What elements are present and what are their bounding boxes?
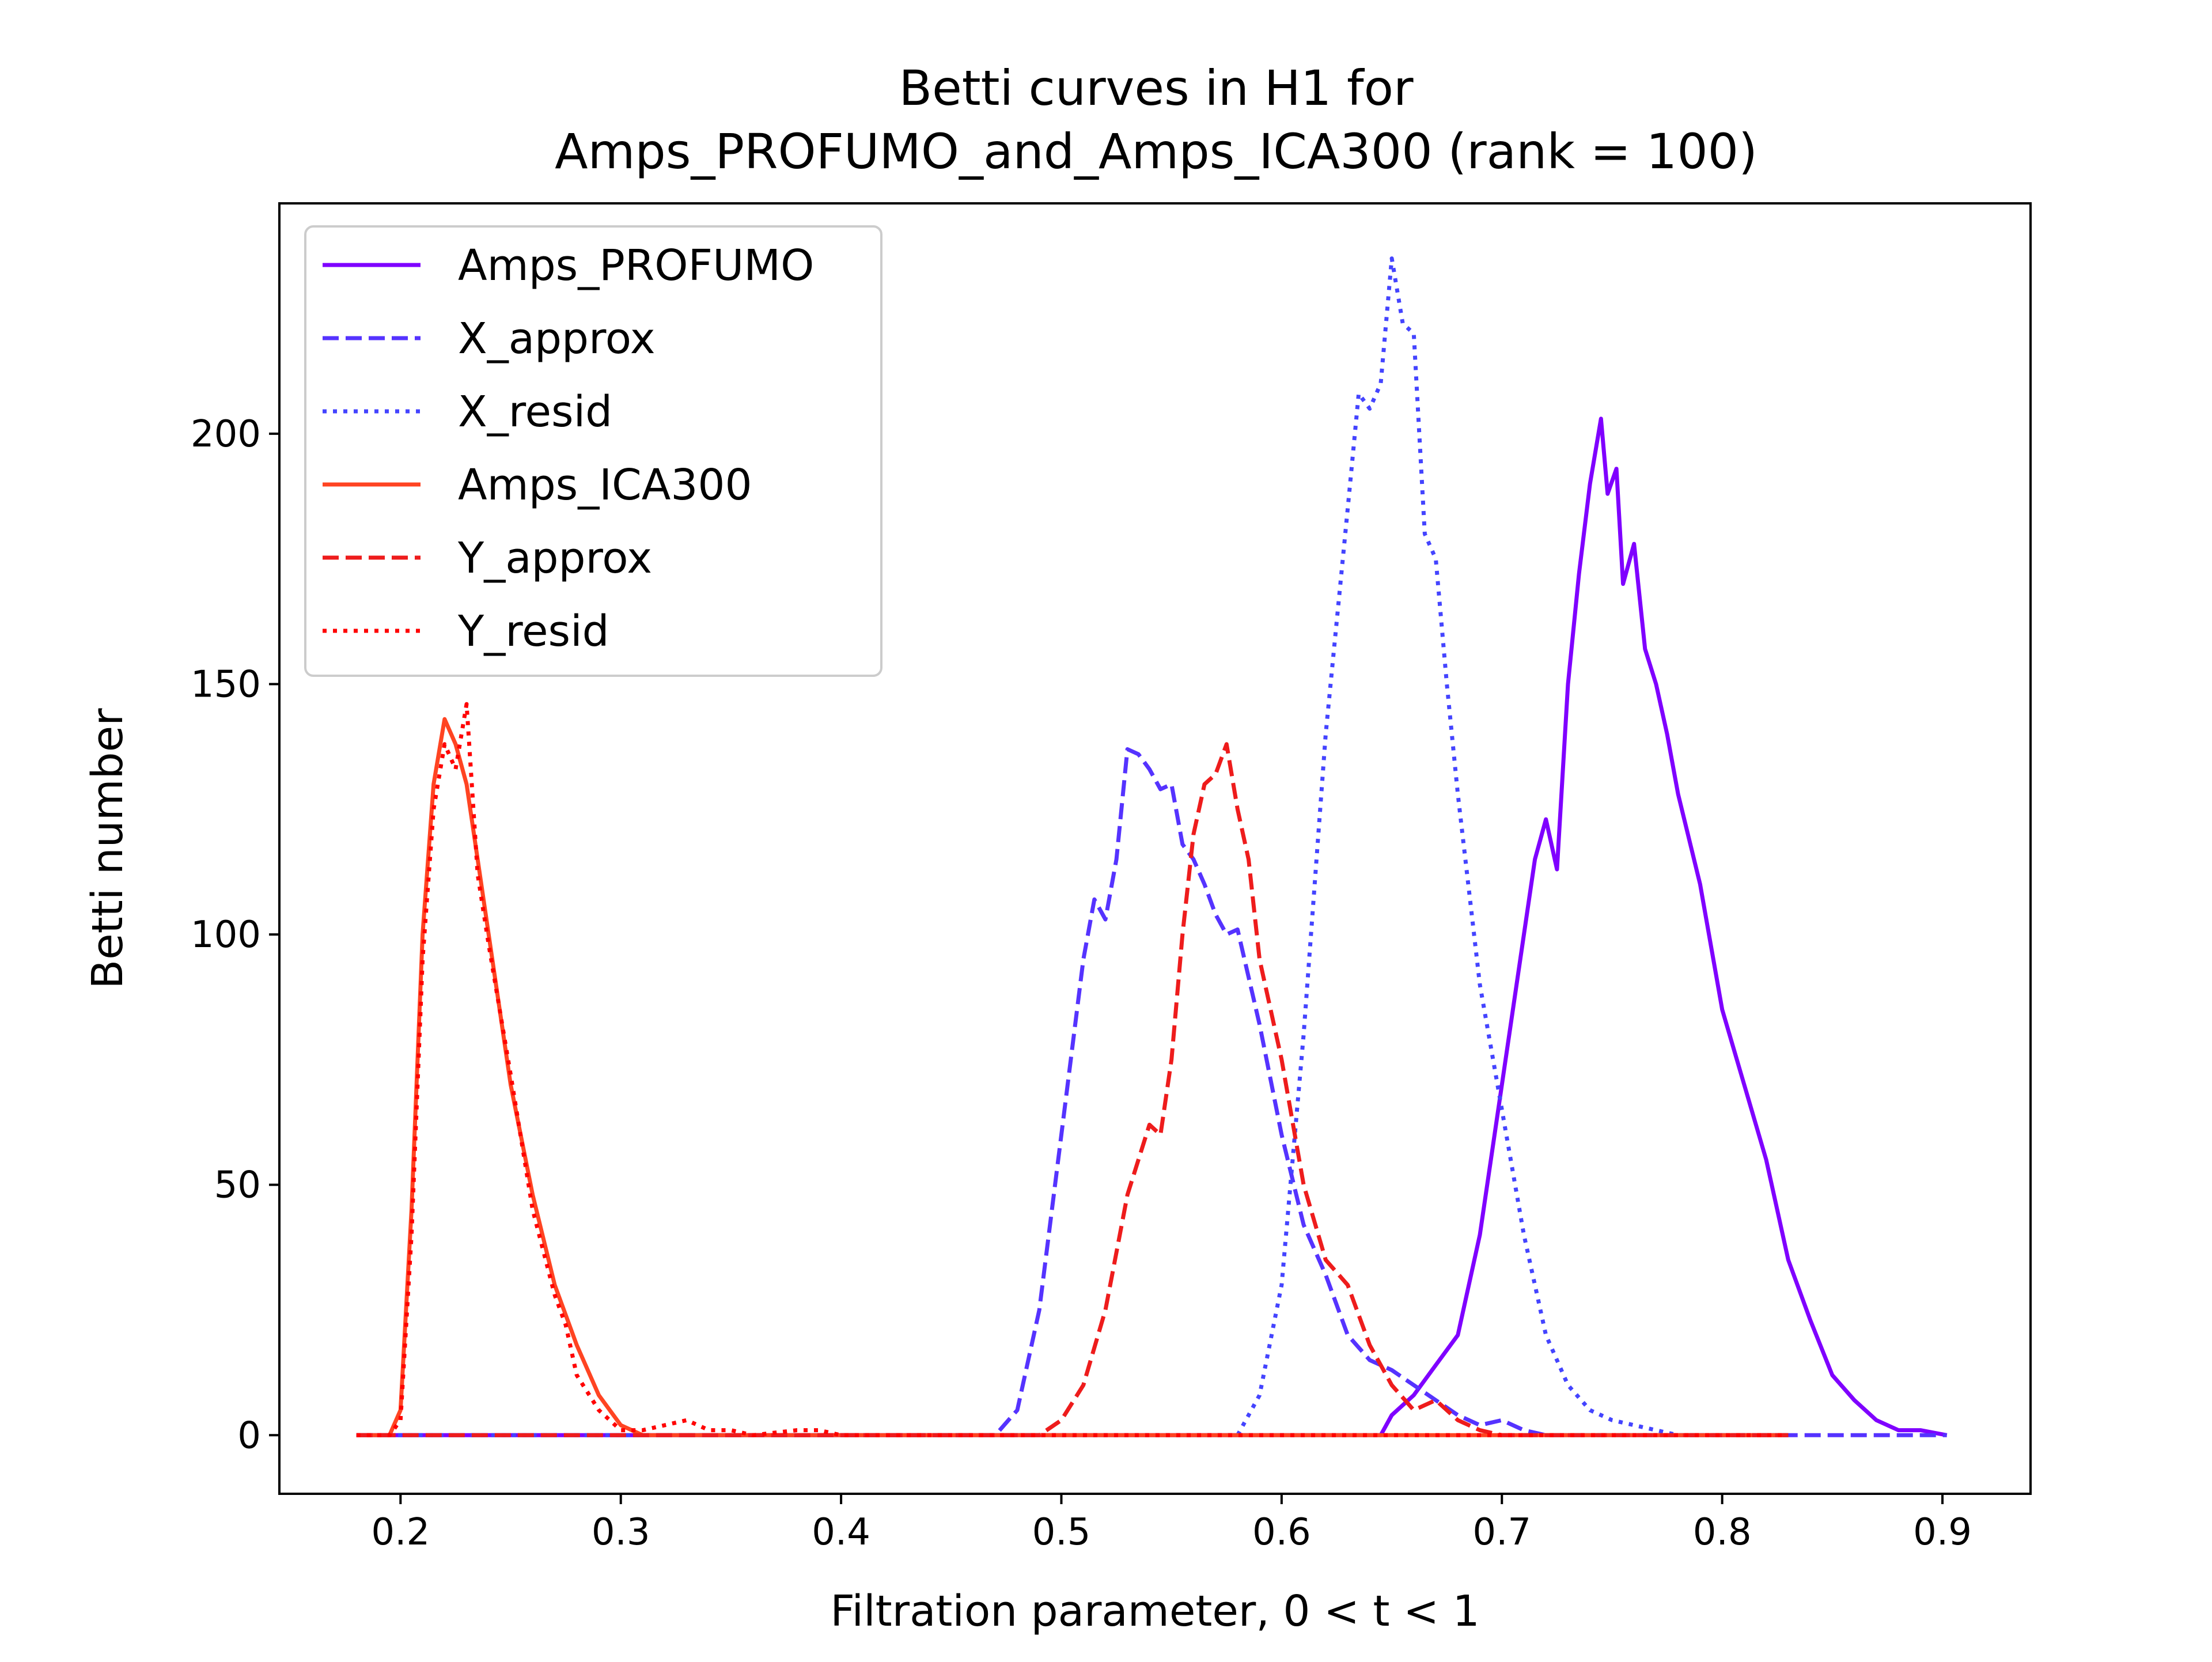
- y-tick-label: 50: [214, 1164, 261, 1207]
- x-tick-label: 0.5: [1032, 1511, 1091, 1554]
- legend: Amps_PROFUMO X_approx X_resid Amps_ICA300 Y_…: [304, 225, 882, 677]
- series-line-5: [356, 702, 1789, 1437]
- x-tick-label: 0.6: [1252, 1511, 1311, 1554]
- x-tick-label: 0.2: [371, 1511, 430, 1554]
- plot-area: [356, 256, 1948, 1437]
- axis-ticks: 0.2 0.3 0.4 0.5 0.6 0.7 0.8 0.9 0 50 100 150 200: [191, 413, 1972, 1554]
- axes-frame: [278, 202, 2032, 1495]
- legend-box: [304, 225, 882, 677]
- x-tick-label: 0.8: [1693, 1511, 1752, 1554]
- legend-label-5: Y_resid: [457, 607, 609, 656]
- series-line-0: [356, 417, 1948, 1437]
- x-tick-label: 0.7: [1472, 1511, 1531, 1554]
- x-tick-label: 0.3: [592, 1511, 650, 1554]
- x-tick-label: 0.4: [812, 1511, 870, 1554]
- legend-label-4: Y_approx: [457, 533, 652, 583]
- legend-label-0: Amps_PROFUMO: [458, 241, 814, 290]
- series-line-4: [356, 742, 1789, 1437]
- y-axis-label: Betti number: [83, 708, 132, 989]
- x-axis-label: Filtration parameter, 0 < t < 1: [830, 1587, 1479, 1636]
- x-tick-label: 0.9: [1913, 1511, 1972, 1554]
- y-tick-label: 0: [237, 1414, 261, 1457]
- chart-title-line1: Betti curves in H1 for: [899, 60, 1414, 116]
- chart-title-line2: Amps_PROFUMO_and_Amps_ICA300 (rank = 100…: [555, 123, 1758, 180]
- legend-label-2: X_resid: [458, 387, 612, 437]
- series-line-2: [356, 256, 1789, 1437]
- y-tick-label: 200: [191, 413, 261, 456]
- legend-label-1: X_approx: [458, 314, 656, 364]
- y-tick-label: 100: [191, 914, 261, 956]
- y-tick-label: 150: [191, 663, 261, 706]
- legend-label-3: Amps_ICA300: [458, 460, 752, 510]
